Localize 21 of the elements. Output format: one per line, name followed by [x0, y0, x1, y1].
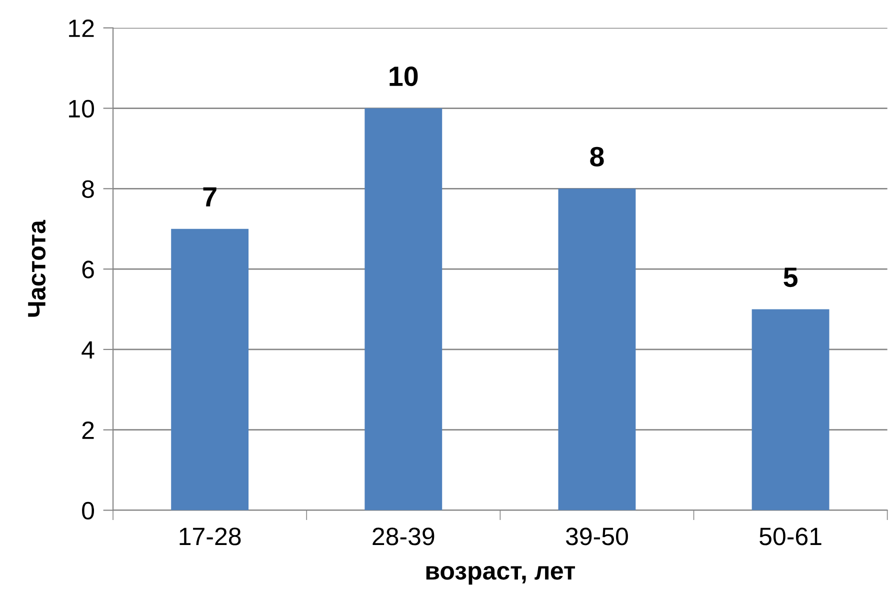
data-label: 7 — [203, 187, 216, 206]
y-tick-label: 0 — [82, 502, 94, 520]
bar — [171, 228, 249, 510]
y-tick-label: 6 — [82, 260, 94, 278]
x-tick-label: 28-39 — [372, 528, 434, 546]
y-tick-label: 10 — [69, 100, 94, 118]
data-label: 5 — [784, 268, 798, 288]
x-tick-label: 39-50 — [566, 528, 628, 546]
data-label: 8 — [590, 146, 604, 167]
y-tick-label: 12 — [69, 19, 94, 37]
y-axis-title: Частота — [28, 220, 46, 317]
y-tick-label: 4 — [82, 341, 94, 359]
bar — [364, 108, 442, 510]
x-axis-title: возраст, лет — [426, 566, 576, 585]
bar — [752, 309, 830, 510]
data-label: 10 — [390, 66, 418, 86]
x-tick-label: 50-61 — [760, 528, 822, 546]
bar — [558, 188, 636, 510]
y-tick-label: 8 — [82, 180, 94, 198]
x-tick-label: 17-28 — [180, 528, 241, 546]
y-tick-label: 2 — [82, 421, 94, 439]
